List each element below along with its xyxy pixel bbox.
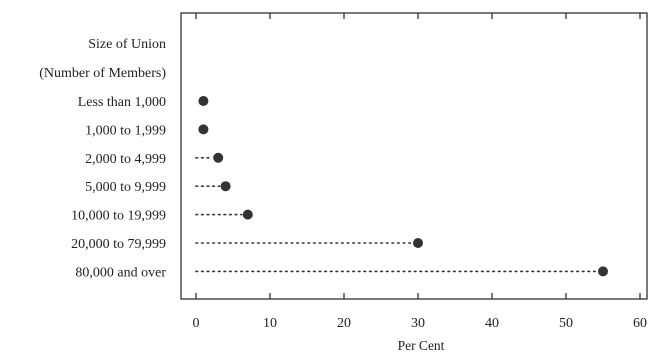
category-label: 5,000 to 9,999	[85, 180, 166, 195]
x-tick-label: 60	[633, 316, 647, 331]
x-tick-label: 0	[193, 316, 200, 331]
category-label: Less than 1,000	[78, 95, 166, 110]
x-tick-label: 50	[559, 316, 573, 331]
category-label: 1,000 to 1,999	[85, 123, 166, 138]
x-tick-label: 30	[411, 316, 425, 331]
category-label: 10,000 to 19,999	[71, 209, 166, 224]
category-header-line: (Number of Members)	[39, 66, 166, 81]
data-point	[198, 124, 209, 135]
category-label: 20,000 to 79,999	[71, 237, 166, 252]
data-point	[413, 238, 423, 248]
category-label: 80,000 and over	[75, 265, 166, 280]
data-point	[220, 181, 231, 192]
data-point	[213, 152, 224, 163]
plot-frame	[180, 12, 648, 300]
x-axis-title: Per Cent	[398, 338, 445, 353]
data-point	[598, 266, 608, 277]
x-tick-label: 10	[263, 316, 277, 331]
x-tick-label: 40	[485, 316, 499, 331]
data-point	[198, 96, 209, 106]
category-header-line: Size of Union	[88, 37, 166, 52]
data-point	[242, 209, 253, 220]
category-label: 2,000 to 4,999	[85, 152, 166, 167]
x-tick-label: 20	[337, 316, 351, 331]
